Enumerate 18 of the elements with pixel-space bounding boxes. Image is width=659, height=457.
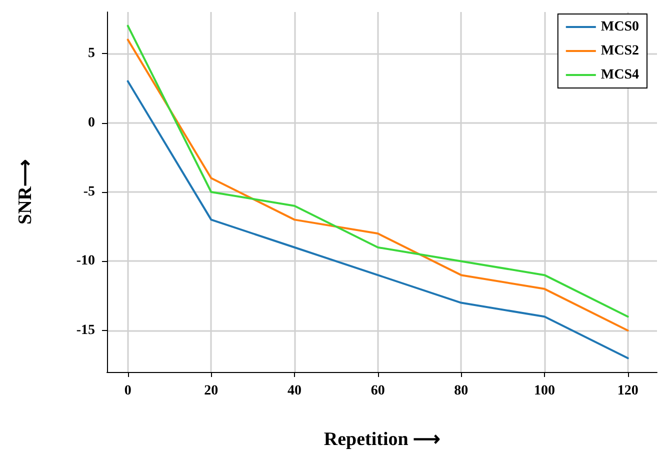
x-tick-label: 80 [454,384,468,398]
x-tick-label: 120 [617,384,638,398]
y-tick-label: -15 [76,322,95,338]
y-tick-label: 5 [88,46,95,62]
x-axis-title: Repetition ⟶ [324,429,440,450]
x-tick-label: 100 [534,384,555,398]
y-tick-label: -5 [83,184,95,200]
legend-label: MCS2 [600,44,640,58]
legend-label: MCS4 [600,68,640,82]
x-tick-label: 0 [124,384,132,398]
x-tick-label: 20 [204,384,218,398]
legend-label: MCS0 [600,20,640,34]
line-series [126,80,629,360]
y-axis-title: SNR⟶ [15,159,36,225]
x-tick-label: 60 [370,384,385,398]
x-tick-label: 40 [288,384,302,398]
y-tick-label: 0 [88,115,95,130]
y-tick-label: -10 [76,254,95,269]
